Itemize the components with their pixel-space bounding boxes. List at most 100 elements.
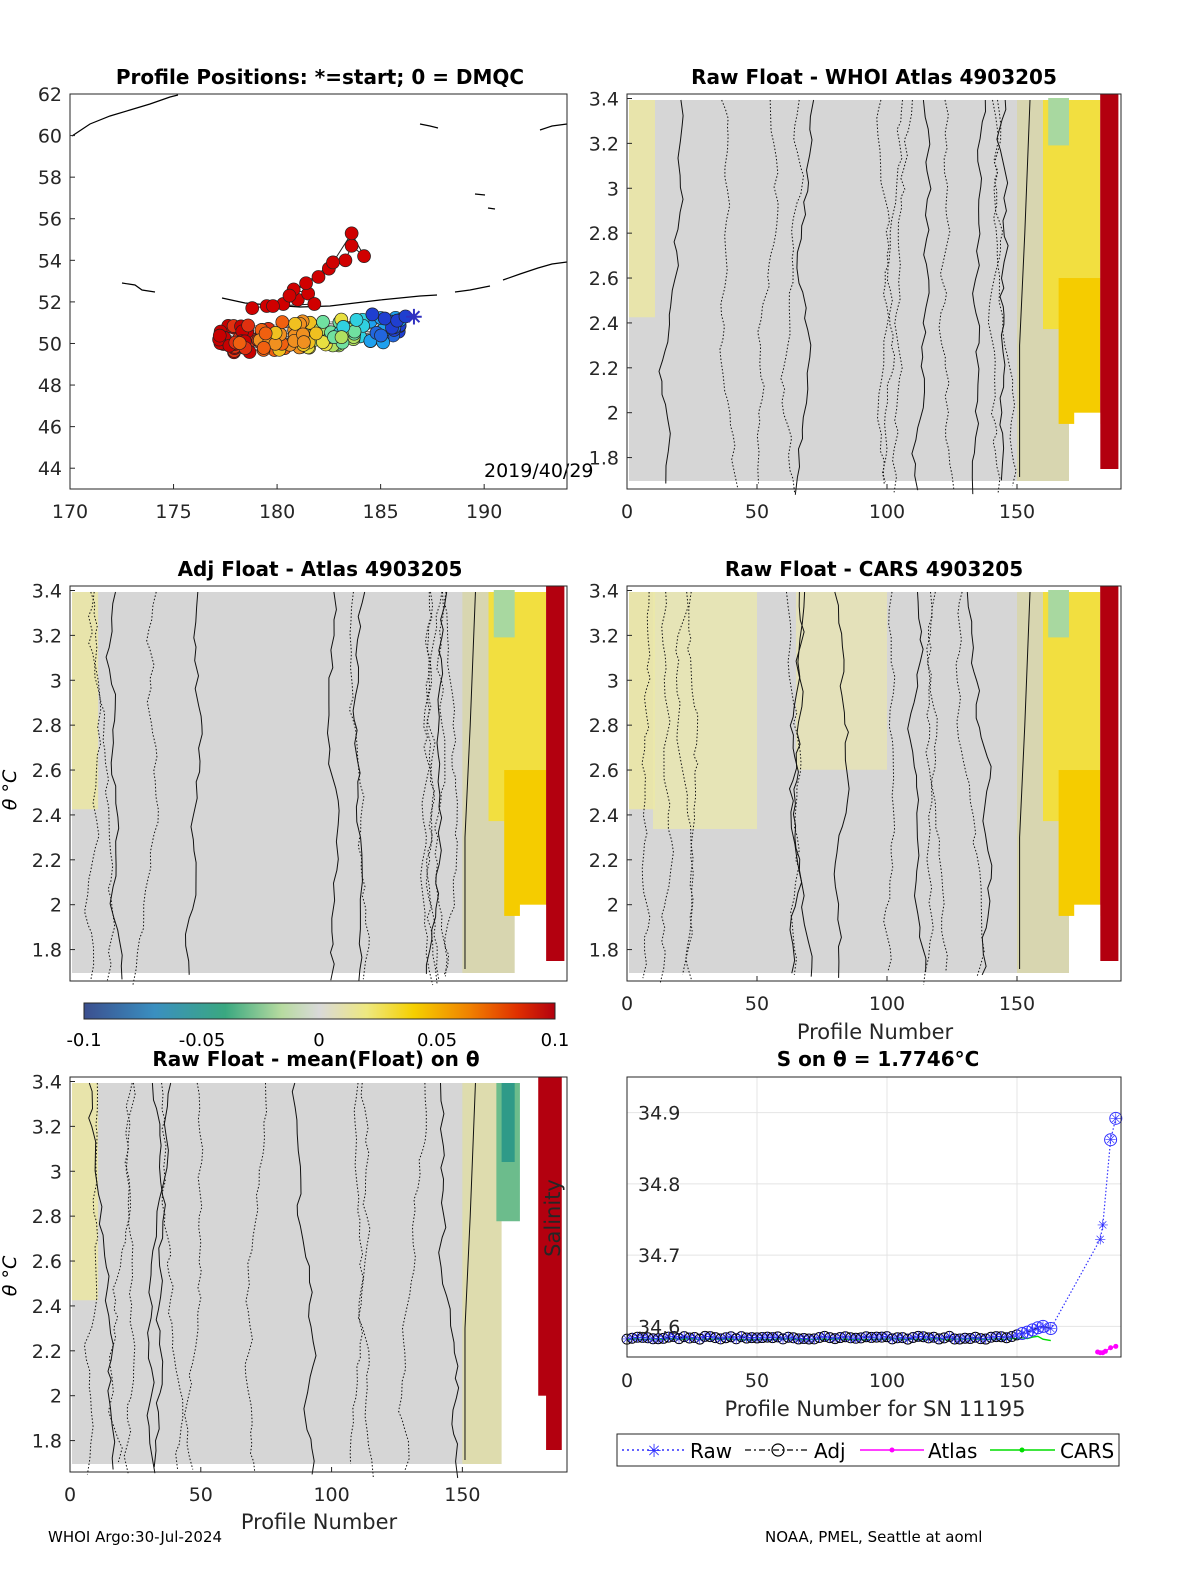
ytick-label: 2.6	[589, 760, 619, 782]
series-raw-point: ✳	[694, 1332, 706, 1348]
map-ytick-label: 54	[38, 250, 62, 272]
contour-line	[675, 591, 694, 980]
contour-line	[84, 591, 102, 982]
profile-point	[232, 336, 247, 350]
p4-title: Raw Float - CARS 4903205	[725, 557, 1023, 581]
footer-left: WHOI Argo:30-Jul-2024	[48, 1528, 223, 1546]
map-date-label: 2019/40/29	[484, 460, 594, 482]
series-adj-point	[912, 1330, 924, 1342]
field-gap	[519, 904, 547, 981]
profile-point	[338, 253, 353, 268]
contour-line	[794, 99, 815, 495]
ytick-label: 2.8	[589, 223, 619, 245]
contour-line	[911, 99, 932, 491]
field-cool	[501, 1083, 515, 1162]
profile-point	[241, 318, 255, 333]
series-raw-point: ✳	[777, 1332, 789, 1348]
series-adj-point	[990, 1331, 1002, 1343]
field-cool	[1048, 590, 1069, 638]
p6-axes: 0 50 100 150 34.6 34.7 34.8 34.9	[621, 1103, 1035, 1392]
contour-line	[658, 99, 684, 484]
xtick-label: 150	[444, 1484, 480, 1506]
profile-point	[266, 299, 280, 313]
series-adj-line	[626, 1325, 1051, 1340]
series-raw-point: ✳	[933, 1332, 945, 1348]
p5-title: Raw Float - mean(Float) on θ	[152, 1047, 479, 1071]
contour-line	[719, 99, 739, 488]
series-adj-point	[881, 1331, 893, 1343]
p6-title: S on θ = 1.7746°C	[777, 1047, 980, 1071]
contour-line	[146, 1082, 172, 1474]
series-raw-point: ✳	[673, 1332, 685, 1348]
ytick-label: 3.4	[589, 580, 619, 602]
contour-line	[876, 99, 903, 486]
contour-line	[184, 591, 203, 975]
series-raw-point: ✳	[626, 1331, 638, 1347]
profile-point	[377, 311, 392, 326]
series-adj-point	[938, 1332, 950, 1344]
series-adj-point	[1001, 1332, 1013, 1344]
contour-line	[464, 1082, 476, 1460]
contour-line	[464, 591, 476, 969]
colorbar-gradient	[83, 1002, 556, 1020]
p6-xtick-label: 150	[999, 1370, 1035, 1392]
contour-line	[938, 99, 955, 490]
profile-point	[299, 276, 313, 291]
series-raw-point: ✳	[902, 1332, 914, 1348]
ytick-label: 3.4	[589, 88, 619, 110]
ytick-label: 2	[50, 895, 62, 917]
series-adj-point	[689, 1332, 701, 1344]
series-adj-point	[839, 1331, 851, 1343]
panel-raw-atlas: 0 50 100 150 1.8 2 2.2 2.4 2.6 2.8 3 3.2 3.4	[589, 88, 1122, 523]
ytick-label: 2	[607, 895, 619, 917]
series-adj-point	[1109, 1111, 1123, 1125]
profile-point	[311, 270, 326, 284]
xtick-label: 100	[313, 1484, 349, 1506]
ytick-label: 3.4	[32, 580, 62, 602]
series-adj-point	[902, 1333, 914, 1345]
colorbar-tick: 0.05	[417, 1030, 457, 1051]
map-ytick-label: 56	[38, 209, 62, 231]
ytick-label: 2.2	[589, 850, 619, 872]
ytick-label: 1.8	[589, 448, 619, 470]
ytick-label: 2.8	[32, 715, 62, 737]
p4-xlabel: Profile Number	[797, 1020, 954, 1044]
map-panel: ✳ 2019/40/29 170 175 180 185 190 44 46 48 50 52 54…	[38, 84, 594, 523]
series-raw-point: ✳	[808, 1332, 820, 1348]
contour-line	[352, 591, 366, 982]
p6-xtick-label: 0	[621, 1370, 633, 1392]
contour-line	[426, 591, 440, 981]
p6-frame	[626, 1076, 1122, 1358]
contour-line	[184, 1082, 204, 1470]
series-raw-point: ✳	[720, 1331, 732, 1347]
series-adj-point	[637, 1331, 649, 1343]
contour-line	[151, 1082, 166, 1468]
field-warm	[504, 770, 547, 916]
series-adj-point	[663, 1331, 675, 1343]
field-gap	[1074, 904, 1101, 981]
field-base	[72, 592, 465, 973]
map-xtick-label: 190	[466, 501, 502, 523]
map-axes: 170 175 180 185 190 44 46 48 50 52 54 56 58 60 62	[38, 84, 502, 523]
xtick-label: 150	[999, 993, 1035, 1015]
series-adj-point	[694, 1333, 706, 1345]
p6-plot-area	[627, 1077, 1121, 1357]
series-raw-point: ✳	[814, 1330, 826, 1346]
xtick-label: 50	[189, 1484, 213, 1506]
ytick-label: 3	[607, 178, 619, 200]
series-raw-point: ✳	[730, 1332, 742, 1348]
ytick-label: 3.2	[32, 625, 62, 647]
ytick-label: 2	[50, 1386, 62, 1408]
legend-raw-label: Raw	[690, 1439, 732, 1463]
field-gap	[1074, 412, 1101, 489]
series-adj-point	[715, 1333, 727, 1345]
map-frame	[69, 93, 568, 490]
profile-point	[398, 309, 413, 324]
profile-point	[334, 330, 349, 344]
series-raw-point: ✳	[980, 1332, 992, 1348]
p6-series: ✳✳✳✳✳✳✳✳✳✳✳✳✳✳✳✳✳✳✳✳✳✳✳✳✳✳✳✳✳✳✳✳✳✳✳✳✳✳✳✳…	[621, 1111, 1123, 1356]
ytick-label: 3	[50, 1161, 62, 1183]
p6-ytick-label: 34.6	[638, 1316, 680, 1338]
profile-point	[316, 315, 330, 329]
contour-line	[425, 591, 448, 974]
